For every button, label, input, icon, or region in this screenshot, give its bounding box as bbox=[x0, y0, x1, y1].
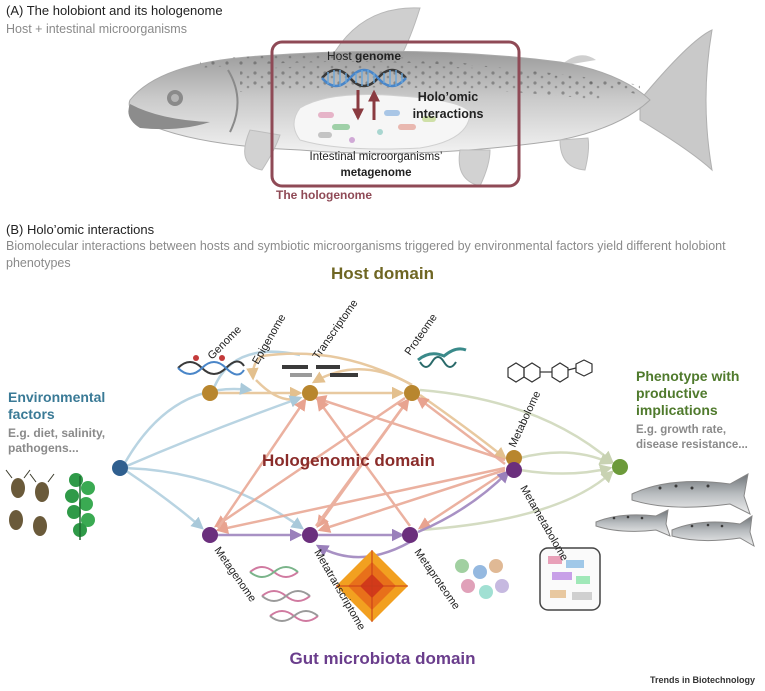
phenotype-examples: E.g. growth rate, disease resistance... bbox=[636, 424, 748, 451]
environmental-factors-title: Environmental factors bbox=[8, 389, 106, 422]
phenotype-node[interactable] bbox=[612, 459, 628, 475]
interactions-label-line1: Holo’omic bbox=[418, 90, 478, 104]
trout-group-icon bbox=[595, 473, 755, 548]
hologenomic-domain-label: Hologenomic domain bbox=[262, 451, 435, 470]
hologenomic-arrows bbox=[213, 395, 506, 534]
metametabolome-node[interactable] bbox=[506, 462, 522, 478]
host-domain-label: Host domain bbox=[331, 264, 434, 283]
metabolome-label: Metabolome bbox=[507, 389, 543, 449]
metabolome-node[interactable] bbox=[506, 450, 522, 466]
metagenome-label-line2: metagenome bbox=[341, 167, 412, 179]
phenotype-arrows bbox=[419, 388, 614, 532]
metametabolome-icon bbox=[539, 547, 601, 611]
panel-b-title: (B) Holo’omic interactions bbox=[6, 222, 155, 237]
hologenome-label: The hologenome bbox=[276, 188, 372, 202]
microbiota-arrows bbox=[212, 470, 510, 559]
metagenome-label-line1: Intestinal microorganisms’ bbox=[310, 151, 443, 163]
panel-a-subtitle: Host + intestinal microorganisms bbox=[6, 22, 187, 36]
phenotype-title: Phenotype with productive implications bbox=[636, 368, 740, 418]
interactions-label-line2: interactions bbox=[413, 107, 484, 121]
environment-node[interactable] bbox=[112, 460, 128, 476]
microbes-icon bbox=[318, 110, 436, 143]
epigenome-node[interactable] bbox=[202, 385, 218, 401]
metatranscriptome-node[interactable] bbox=[302, 527, 318, 543]
transcript-icon bbox=[282, 365, 358, 377]
genome-dna-icon bbox=[177, 355, 245, 376]
host-arrows bbox=[210, 350, 507, 460]
metaproteome-label: Metaproteome bbox=[412, 547, 463, 612]
environmental-factors-examples: E.g. diet, salinity, pathogens... bbox=[8, 426, 106, 455]
host-genome-label: Host genome bbox=[327, 49, 401, 63]
protein-icon bbox=[417, 347, 467, 368]
metatranscriptome-heatmap-icon bbox=[336, 550, 408, 622]
metabolite-structure-icon bbox=[507, 359, 593, 383]
hologenome-box bbox=[270, 40, 521, 188]
metaproteome-icon bbox=[455, 559, 509, 599]
metagenome-node[interactable] bbox=[202, 527, 218, 543]
gut-microbiota-domain-label: Gut microbiota domain bbox=[289, 649, 476, 668]
metagenome-label: Metagenome bbox=[212, 545, 259, 604]
journal-credit: Trends in Biotechnology bbox=[649, 675, 755, 685]
proteome-node[interactable] bbox=[404, 385, 420, 401]
proteome-label: Proteome bbox=[403, 312, 440, 358]
genome-label: Genome bbox=[206, 324, 244, 362]
metagenome-dna-icon bbox=[249, 566, 319, 622]
transcriptome-label: Transcriptome bbox=[311, 298, 361, 362]
zooplankton-icon bbox=[5, 469, 55, 536]
genome-helix-icon bbox=[321, 68, 407, 88]
algae-icon bbox=[65, 473, 95, 540]
panel-b-subtitle: Biomolecular interactions between hosts … bbox=[6, 239, 726, 270]
metaproteome-node[interactable] bbox=[402, 527, 418, 543]
epigenome-label: Epigenome bbox=[250, 312, 288, 366]
transcriptome-node[interactable] bbox=[302, 385, 318, 401]
panel-a-title: (A) The holobiont and its hologenome bbox=[6, 3, 223, 18]
